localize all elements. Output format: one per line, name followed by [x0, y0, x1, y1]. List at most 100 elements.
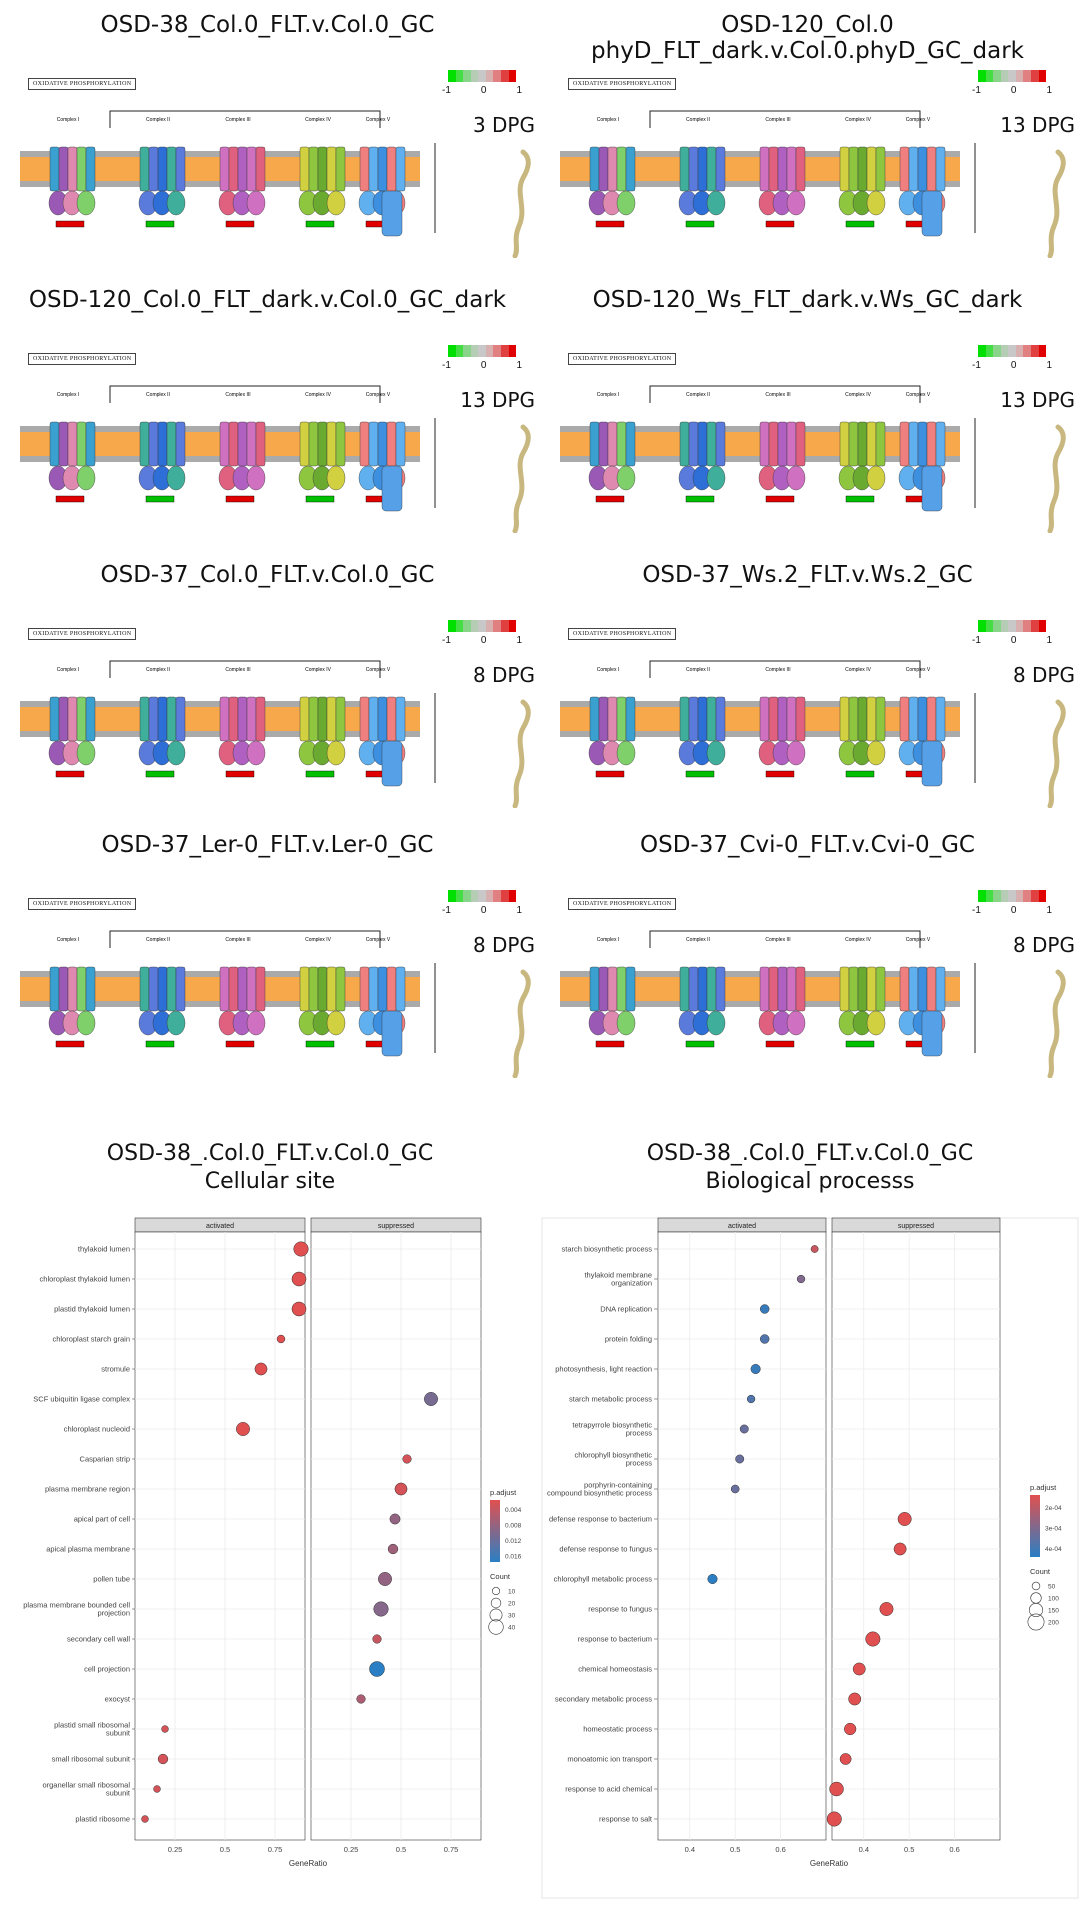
svg-text:Complex IV: Complex IV: [845, 392, 872, 398]
gene-ratio-point: [879, 1602, 894, 1616]
count-legend-label: 50: [1048, 1584, 1056, 1591]
svg-text:Complex III: Complex III: [225, 937, 250, 943]
count-legend-label: 30: [508, 1613, 516, 1620]
y-category-label: chloroplast starch grain: [52, 1335, 130, 1344]
x-axis-label: GeneRatio: [289, 1859, 328, 1868]
go-process-title-line1: OSD-38_.Col.0_FLT.v.Col.0_GC: [646, 1141, 974, 1166]
pathway-panel-title: OSD-37_Cvi-0_FLT.v.Cvi-0_GC: [640, 832, 975, 858]
pathway-panel: OSD-120_Col.0 phyD_FLT_dark.v.Col.0.phyD…: [540, 8, 1075, 258]
colorbar-ticks: -1 0 1: [972, 360, 1052, 371]
gene-ratio-point: [373, 1601, 389, 1617]
y-category-label: plastid ribosome: [75, 1815, 130, 1824]
colorbar-tick: 1: [516, 360, 522, 371]
count-legend-circle: [488, 1619, 504, 1635]
colorbar-tick: 0: [1010, 85, 1017, 96]
y-category-label: response to bacterium: [578, 1635, 652, 1644]
expression-colorbar: [978, 620, 1047, 632]
colorbar-tick: -1: [442, 85, 451, 96]
pathway-panel: OSD-38_Col.0_FLT.v.Col.0_GC OXIDATIVE PH…: [0, 8, 535, 258]
gene-ratio-point: [810, 1245, 819, 1253]
gene-ratio-point: [254, 1362, 268, 1376]
svg-text:Complex I: Complex I: [597, 117, 620, 123]
pathway-name-label: OXIDATIVE PHOSPHORYLATION: [28, 898, 137, 910]
colorbar-tick: -1: [972, 85, 981, 96]
days-post-germination-label: 8 DPG: [472, 663, 535, 687]
gene-ratio-point: [424, 1392, 438, 1406]
svg-text:Complex III: Complex III: [225, 117, 250, 123]
gene-ratio-point: [141, 1815, 149, 1823]
svg-text:Complex II: Complex II: [146, 937, 170, 943]
svg-text:Complex IV: Complex IV: [845, 667, 872, 673]
x-tick-label: 0.75: [444, 1845, 459, 1854]
colorbar-tick: 0: [480, 905, 487, 916]
colorbar-tick: 1: [516, 635, 522, 646]
gene-ratio-point: [897, 1512, 912, 1526]
gene-ratio-point: [402, 1454, 412, 1464]
colorbar-ticks: -1 0 1: [972, 905, 1052, 916]
colorbar-ticks: -1 0 1: [972, 85, 1052, 96]
facet-label: activated: [206, 1223, 234, 1230]
y-category-label: thylakoid membrane organization: [584, 1271, 652, 1288]
pathway-panel: OSD-37_Ws.2_FLT.v.Ws.2_GC OXIDATIVE PHOS…: [540, 558, 1075, 808]
days-post-germination-label: 8 DPG: [1012, 663, 1075, 687]
gene-ratio-point: [389, 1513, 401, 1525]
gene-ratio-point: [394, 1482, 408, 1496]
svg-text:Complex I: Complex I: [57, 117, 80, 123]
colorbar-tick: -1: [972, 905, 981, 916]
gene-ratio-point: [829, 1781, 844, 1797]
y-category-label: monoatomic ion transport: [567, 1755, 653, 1764]
svg-text:Complex II: Complex II: [686, 937, 710, 943]
days-post-germination-label: 8 DPG: [1012, 933, 1075, 957]
y-category-label: defense response to bacterium: [549, 1515, 652, 1524]
expression-colorbar: [448, 620, 517, 632]
count-legend-circle: [1030, 1592, 1042, 1604]
y-category-label: response to salt: [599, 1815, 653, 1824]
svg-text:Complex III: Complex III: [225, 667, 250, 673]
oxidative-phosphorylation-diagram: Complex I Complex II Complex III Complex IV…: [560, 385, 976, 512]
seedling-icon: [512, 699, 531, 808]
colorbar-tick: -1: [442, 905, 451, 916]
y-category-label: chloroplast thylakoid lumen: [40, 1275, 130, 1284]
expression-colorbar: [448, 70, 517, 82]
colorbar-tick: -1: [442, 360, 451, 371]
seedling-icon: [512, 424, 531, 533]
gene-ratio-point: [291, 1271, 307, 1287]
svg-text:Complex IV: Complex IV: [305, 392, 332, 398]
seedling-icon: [1047, 969, 1066, 1078]
padjust-tick-label: 0.016: [505, 1553, 522, 1560]
y-category-label: chloroplast nucleoid: [64, 1425, 130, 1434]
count-legend-label: 100: [1048, 1596, 1059, 1603]
y-category-label: plastid thylakoid lumen: [54, 1305, 130, 1314]
pathway-panel: OSD-37_Cvi-0_FLT.v.Cvi-0_GC OXIDATIVE PH…: [540, 828, 1075, 1078]
svg-text:Complex I: Complex I: [597, 392, 620, 398]
padjust-tick-label: 0.012: [505, 1538, 522, 1545]
gene-ratio-point: [153, 1785, 161, 1793]
facet-panel: [831, 1231, 1001, 1841]
padjust-tick-label: 4e-04: [1045, 1546, 1062, 1553]
y-category-label: plasma membrane bounded cell projection: [23, 1601, 130, 1618]
y-category-label: plasma membrane region: [45, 1485, 130, 1494]
count-legend-circle: [491, 1586, 500, 1595]
seedling-icon: [512, 149, 531, 258]
y-category-label: small ribosomal subunit: [52, 1755, 131, 1764]
x-axis-label: GeneRatio: [810, 1859, 849, 1868]
pathway-panel-title: OSD-120_Ws_FLT_dark.v.Ws_GC_dark: [592, 287, 1023, 313]
expression-colorbar: [978, 890, 1047, 902]
count-legend-label: 200: [1048, 1620, 1059, 1627]
padjust-tick-label: 3e-04: [1045, 1526, 1062, 1533]
gene-ratio-point: [739, 1424, 749, 1434]
colorbar-ticks: -1 0 1: [972, 635, 1052, 646]
pathway-name-label: OXIDATIVE PHOSPHORYLATION: [28, 628, 137, 640]
gene-ratio-point: [852, 1662, 866, 1676]
x-tick-label: 0.25: [168, 1845, 183, 1854]
count-legend-label: 10: [508, 1589, 516, 1596]
facet-label: suppressed: [898, 1223, 934, 1230]
y-category-label: DNA replication: [600, 1305, 652, 1314]
colorbar-tick: 1: [1046, 85, 1052, 96]
x-tick-label: 0.25: [344, 1845, 359, 1854]
x-tick-label: 0.5: [730, 1845, 740, 1854]
gene-ratio-point: [161, 1725, 169, 1733]
gene-ratio-point: [750, 1364, 761, 1374]
go-cellular-title-line2: Cellular site: [204, 1169, 336, 1194]
svg-text:Complex V: Complex V: [366, 392, 391, 398]
